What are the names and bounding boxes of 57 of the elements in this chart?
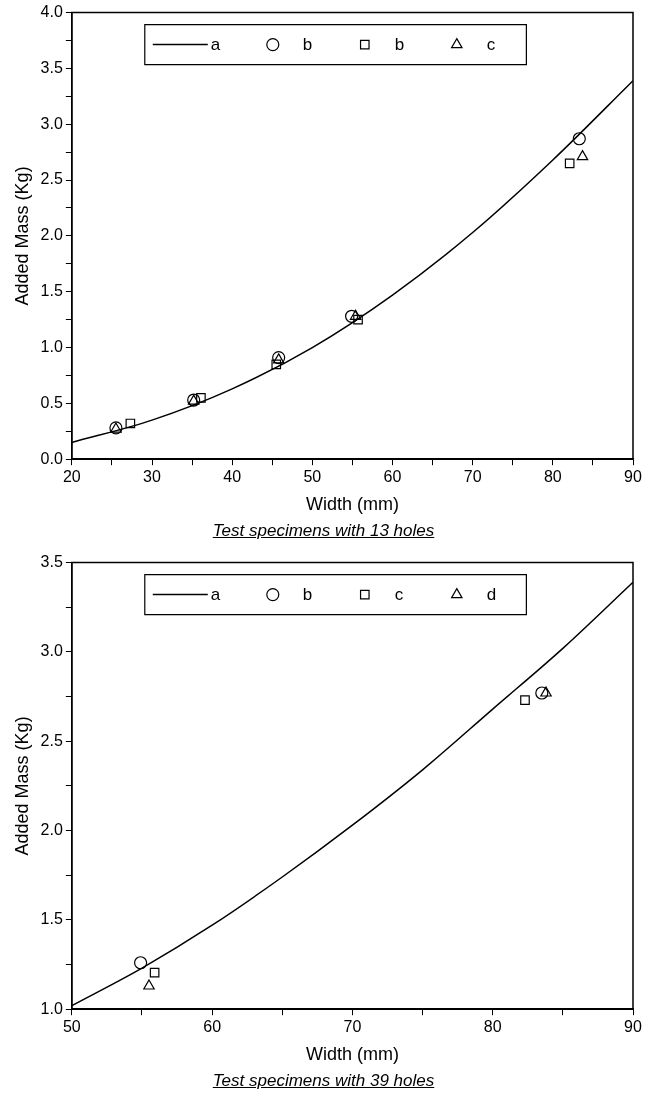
x-tick-label: 90 <box>624 468 642 486</box>
legend-label: a <box>210 585 221 605</box>
x-axis-title: Width (mm) <box>305 1044 399 1065</box>
legend-label: d <box>486 585 497 605</box>
y-tick-label: 2.0 <box>40 820 63 838</box>
x-tick-label: 80 <box>483 1018 502 1036</box>
x-tick-label: 40 <box>223 468 242 486</box>
point <box>125 418 136 429</box>
y-tick-label: 3.5 <box>40 58 63 76</box>
x-tick-label: 50 <box>303 468 322 486</box>
x-tick-label: 80 <box>543 468 562 486</box>
y-tick-label: 2.0 <box>40 226 63 244</box>
x-tick-label: 70 <box>463 468 482 486</box>
text: Test specimens with 13 holes <box>211 520 436 542</box>
point <box>349 309 362 320</box>
legend-label: a <box>210 35 221 55</box>
point <box>520 695 530 705</box>
point <box>345 309 359 323</box>
x-tick-label: 60 <box>203 1018 222 1036</box>
y-tick-label: 1.0 <box>40 337 63 355</box>
text: Test specimens with 39 holes <box>211 1070 436 1092</box>
x-tick-label: 20 <box>62 468 81 486</box>
x-tick-label: 50 <box>62 1018 81 1036</box>
y-tick-label: 2.5 <box>40 170 63 188</box>
y-tick-label: 3.0 <box>40 642 63 660</box>
point <box>572 132 586 146</box>
point <box>149 967 160 978</box>
y-tick-label: 2.5 <box>40 731 63 749</box>
legend-label: b <box>302 35 313 55</box>
point <box>143 979 155 990</box>
legend-label: c <box>486 35 496 55</box>
y-axis-title: Added Mass (Kg) <box>11 716 32 856</box>
point <box>133 956 148 970</box>
y-tick-label: 1.5 <box>40 910 63 928</box>
x-tick-label: 60 <box>383 468 402 486</box>
y-axis-title: Added Mass (Kg) <box>11 166 32 306</box>
y-tick-label: 3.5 <box>40 553 63 571</box>
point <box>196 392 206 403</box>
x-tick-label: 70 <box>343 1018 362 1036</box>
point <box>353 314 363 325</box>
legend-label: b <box>394 35 405 55</box>
x-axis-title: Width (mm) <box>305 494 399 515</box>
legend-label: c <box>394 585 404 605</box>
point <box>564 158 575 169</box>
point <box>535 686 549 700</box>
point <box>576 150 589 161</box>
y-tick-label: 0.0 <box>40 449 63 467</box>
point <box>540 686 552 697</box>
legend-label: b <box>302 585 313 605</box>
y-tick-label: 1.0 <box>40 999 63 1017</box>
y-tick-label: 3.0 <box>40 114 63 132</box>
x-tick-label: 30 <box>143 468 162 486</box>
x-tick-label: 90 <box>624 1018 642 1036</box>
y-tick-label: 1.5 <box>40 282 63 300</box>
y-tick-label: 0.5 <box>40 393 63 411</box>
y-tick-label: 4.0 <box>40 3 63 21</box>
point <box>271 359 282 370</box>
